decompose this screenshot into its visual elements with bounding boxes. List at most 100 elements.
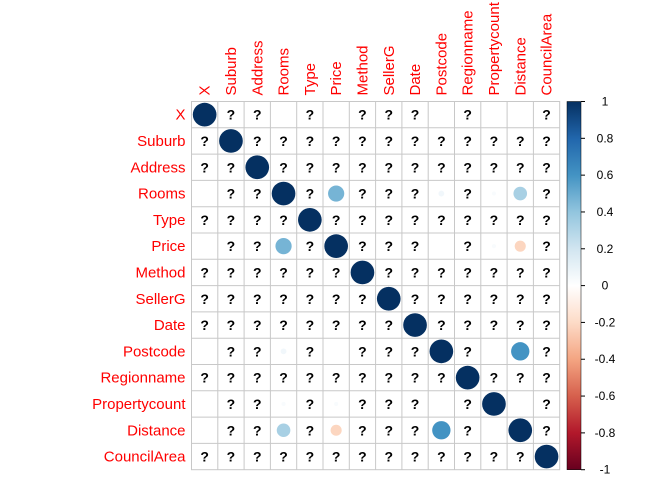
missing-value-mark: ? — [332, 264, 341, 280]
missing-value-mark: ? — [516, 159, 525, 175]
missing-value-mark: ? — [358, 291, 367, 307]
missing-value-mark: ? — [358, 422, 367, 438]
missing-value-mark: ? — [490, 159, 499, 175]
missing-value-mark: ? — [200, 264, 209, 280]
column-label: Type — [302, 63, 319, 96]
correlation-circle — [324, 234, 348, 258]
missing-value-mark: ? — [227, 107, 236, 123]
missing-value-mark: ? — [306, 396, 315, 412]
missing-value-mark: ? — [358, 159, 367, 175]
missing-value-mark: ? — [516, 449, 525, 465]
missing-value-mark: ? — [253, 343, 262, 359]
missing-value-mark: ? — [542, 422, 551, 438]
missing-value-mark: ? — [542, 264, 551, 280]
correlation-circle — [280, 348, 287, 355]
column-label: Price — [328, 61, 345, 95]
missing-value-mark: ? — [306, 186, 315, 202]
missing-value-mark: ? — [227, 186, 236, 202]
missing-value-mark: ? — [279, 264, 288, 280]
missing-value-mark: ? — [227, 238, 236, 254]
correlation-circle — [438, 190, 445, 197]
missing-value-mark: ? — [253, 291, 262, 307]
row-label: Rooms — [138, 186, 186, 203]
missing-value-mark: ? — [227, 212, 236, 228]
missing-value-mark: ? — [411, 186, 420, 202]
missing-value-mark: ? — [306, 159, 315, 175]
column-label: Distance — [512, 37, 529, 95]
missing-value-mark: ? — [411, 422, 420, 438]
missing-value-mark: ? — [306, 449, 315, 465]
correlation-circle — [330, 424, 342, 436]
missing-value-mark: ? — [253, 370, 262, 386]
missing-value-mark: ? — [490, 449, 499, 465]
missing-value-mark: ? — [411, 449, 420, 465]
missing-value-mark: ? — [306, 317, 315, 333]
missing-value-mark: ? — [542, 107, 551, 123]
missing-value-mark: ? — [227, 264, 236, 280]
column-label: Postcode — [433, 33, 450, 96]
missing-value-mark: ? — [279, 212, 288, 228]
correlation-circle — [403, 313, 427, 337]
correlation-circle — [350, 260, 375, 285]
missing-value-mark: ? — [384, 422, 393, 438]
colorbar: 1 0.8 0.6 0.4 0.2 0 -0.2 -0.4 -0.6 -0.8 -1 — [566, 95, 616, 477]
row-label: Method — [135, 264, 185, 281]
correlation-circle — [298, 208, 322, 232]
correlation-circle — [534, 444, 559, 469]
missing-value-mark: ? — [516, 370, 525, 386]
missing-value-mark: ? — [279, 133, 288, 149]
colorbar-tick-label: -0.4 — [595, 352, 616, 366]
missing-value-mark: ? — [358, 317, 367, 333]
correlation-circle — [491, 191, 497, 196]
column-label: Address — [249, 40, 266, 95]
missing-value-mark: ? — [516, 212, 525, 228]
missing-value-mark: ? — [227, 159, 236, 175]
row-label: Postcode — [123, 343, 186, 360]
missing-value-mark: ? — [516, 264, 525, 280]
colorbar-tick-label: -0.6 — [595, 389, 616, 403]
missing-value-mark: ? — [227, 343, 236, 359]
missing-value-mark: ? — [253, 133, 262, 149]
missing-value-mark: ? — [253, 186, 262, 202]
missing-value-mark: ? — [542, 291, 551, 307]
missing-value-mark: ? — [306, 264, 315, 280]
missing-value-mark: ? — [542, 238, 551, 254]
missing-value-mark: ? — [332, 370, 341, 386]
missing-value-mark: ? — [542, 343, 551, 359]
colorbar-tick-label: 0.4 — [597, 205, 614, 219]
row-label: Regionname — [100, 370, 185, 387]
missing-value-mark: ? — [358, 107, 367, 123]
missing-value-mark: ? — [411, 212, 420, 228]
correlation-circle — [508, 418, 533, 443]
missing-value-mark: ? — [358, 343, 367, 359]
missing-value-mark: ? — [384, 107, 393, 123]
column-label: Method — [354, 45, 371, 95]
colorbar-tick-label: 0.2 — [597, 242, 614, 256]
missing-value-mark: ? — [306, 370, 315, 386]
missing-value-mark: ? — [384, 159, 393, 175]
missing-value-mark: ? — [384, 317, 393, 333]
missing-value-mark: ? — [516, 291, 525, 307]
missing-value-mark: ? — [227, 422, 236, 438]
missing-value-mark: ? — [437, 159, 446, 175]
missing-value-mark: ? — [358, 370, 367, 386]
missing-value-mark: ? — [384, 396, 393, 412]
column-label: CouncilArea — [539, 13, 556, 95]
missing-value-mark: ? — [253, 238, 262, 254]
missing-value-mark: ? — [332, 317, 341, 333]
missing-value-mark: ? — [437, 370, 446, 386]
column-label: Propertycount — [486, 1, 503, 95]
missing-value-mark: ? — [227, 291, 236, 307]
colorbar-tick-label: -1 — [600, 463, 611, 477]
missing-value-mark: ? — [463, 133, 472, 149]
missing-value-mark: ? — [463, 107, 472, 123]
missing-value-mark: ? — [306, 107, 315, 123]
colorbar-tick-label: 1 — [602, 95, 609, 109]
row-label: X — [175, 107, 185, 124]
missing-value-mark: ? — [200, 212, 209, 228]
missing-value-mark: ? — [542, 186, 551, 202]
missing-value-mark: ? — [332, 159, 341, 175]
missing-value-mark: ? — [279, 291, 288, 307]
correlation-circle — [511, 342, 530, 361]
missing-value-mark: ? — [437, 133, 446, 149]
